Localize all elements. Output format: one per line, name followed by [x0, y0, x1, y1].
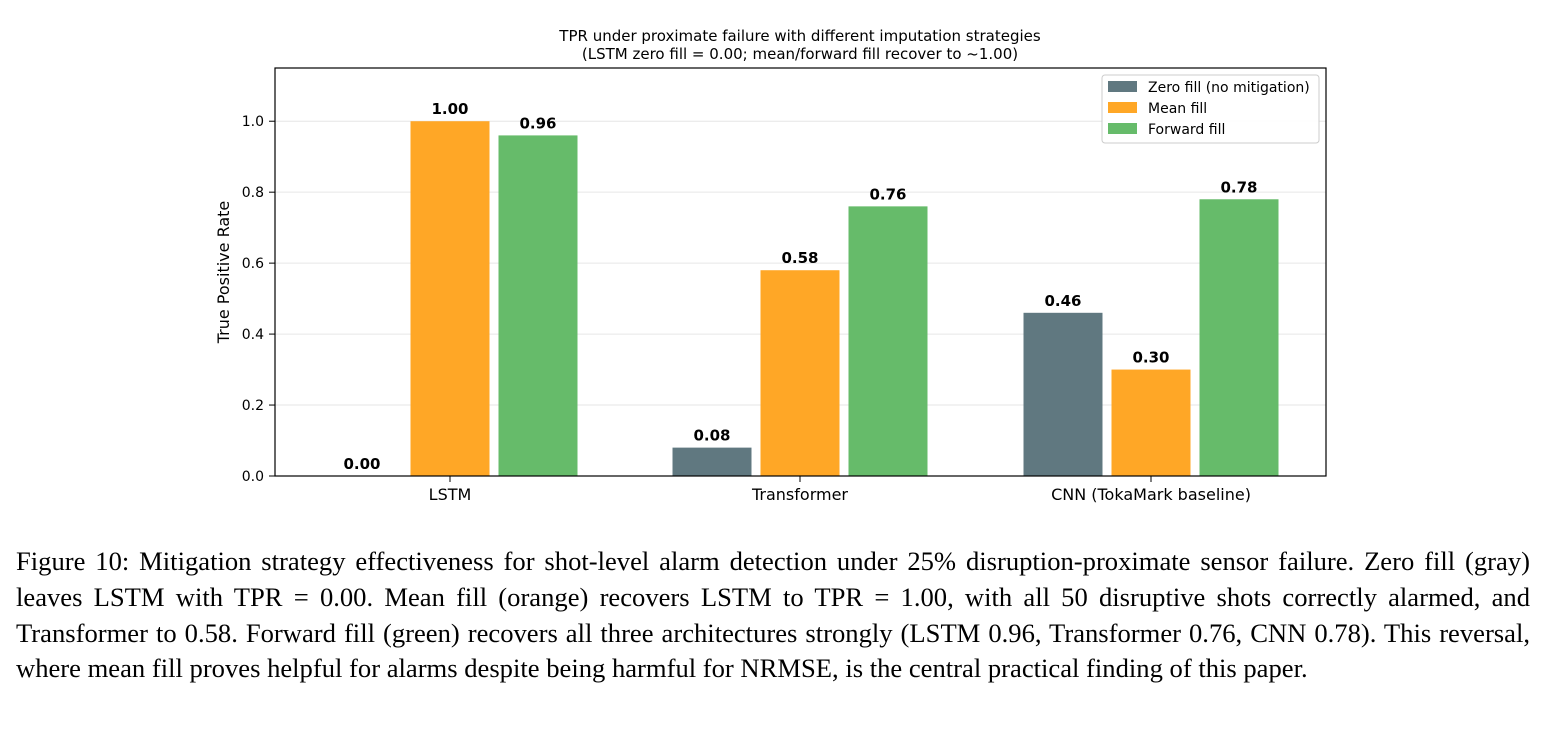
bar-value-label: 0.00	[343, 455, 380, 473]
legend-swatch-forward-fill	[1108, 123, 1137, 134]
bar-chart: TPR under proximate failure with differe…	[214, 27, 1327, 504]
y-tick-label: 0.0	[242, 469, 264, 485]
legend-box	[1101, 74, 1320, 144]
x-tick-label: CNN (TokaMark baseline)	[1051, 485, 1251, 504]
x-axis: LSTM Transformer CNN (TokaMark baseline)	[429, 476, 1251, 504]
legend-swatch-zero-fill	[1108, 81, 1137, 92]
legend-swatch-mean-fill	[1108, 102, 1137, 113]
chart-title-line-1: TPR under proximate failure with differe…	[558, 27, 1041, 45]
legend-label-forward-fill: Forward fill	[1148, 122, 1225, 138]
x-tick-label: LSTM	[429, 485, 472, 504]
y-tick-label: 0.8	[242, 185, 264, 201]
y-tick-label: 0.4	[242, 327, 264, 343]
figure-caption: Figure 10: Mitigation strategy effective…	[16, 546, 1530, 684]
legend: Zero fill (no mitigation) Mean fill Forw…	[1101, 74, 1320, 144]
bar-value-label: 0.78	[1220, 178, 1257, 196]
bar-value-label: 0.08	[693, 427, 730, 445]
bar-value-labels: 0.00 0.08 0.46 1.00 0.58 0.30 0.96 0.76 0.78	[343, 100, 1257, 473]
bar-value-label: 1.00	[431, 100, 468, 118]
y-tick-label: 0.6	[242, 256, 264, 272]
bars	[410, 121, 1279, 476]
bar-value-label: 0.46	[1044, 292, 1081, 310]
bar	[498, 135, 578, 476]
y-axis-label: True Positive Rate	[214, 201, 233, 345]
y-tick-label: 0.2	[242, 398, 264, 414]
bar	[1111, 369, 1191, 476]
bar	[672, 447, 752, 476]
bar-value-label: 0.96	[519, 114, 556, 132]
chart-title-line-2: (LSTM zero fill = 0.00; mean/forward fil…	[582, 45, 1018, 63]
legend-label-zero-fill: Zero fill (no mitigation)	[1148, 80, 1310, 96]
bar	[848, 206, 928, 476]
bar	[1199, 199, 1279, 476]
legend-label-mean-fill: Mean fill	[1148, 101, 1207, 117]
bar-value-label: 0.30	[1132, 349, 1169, 367]
bar-value-label: 0.76	[869, 185, 906, 203]
y-tick-label: 1.0	[242, 114, 264, 130]
bar	[410, 121, 490, 476]
y-axis: 0.0 0.2 0.4 0.6 0.8 1.0	[242, 114, 275, 485]
x-tick-label: Transformer	[751, 485, 848, 504]
bar	[760, 270, 840, 476]
bar	[1023, 312, 1103, 476]
bar-value-label: 0.58	[781, 249, 818, 267]
